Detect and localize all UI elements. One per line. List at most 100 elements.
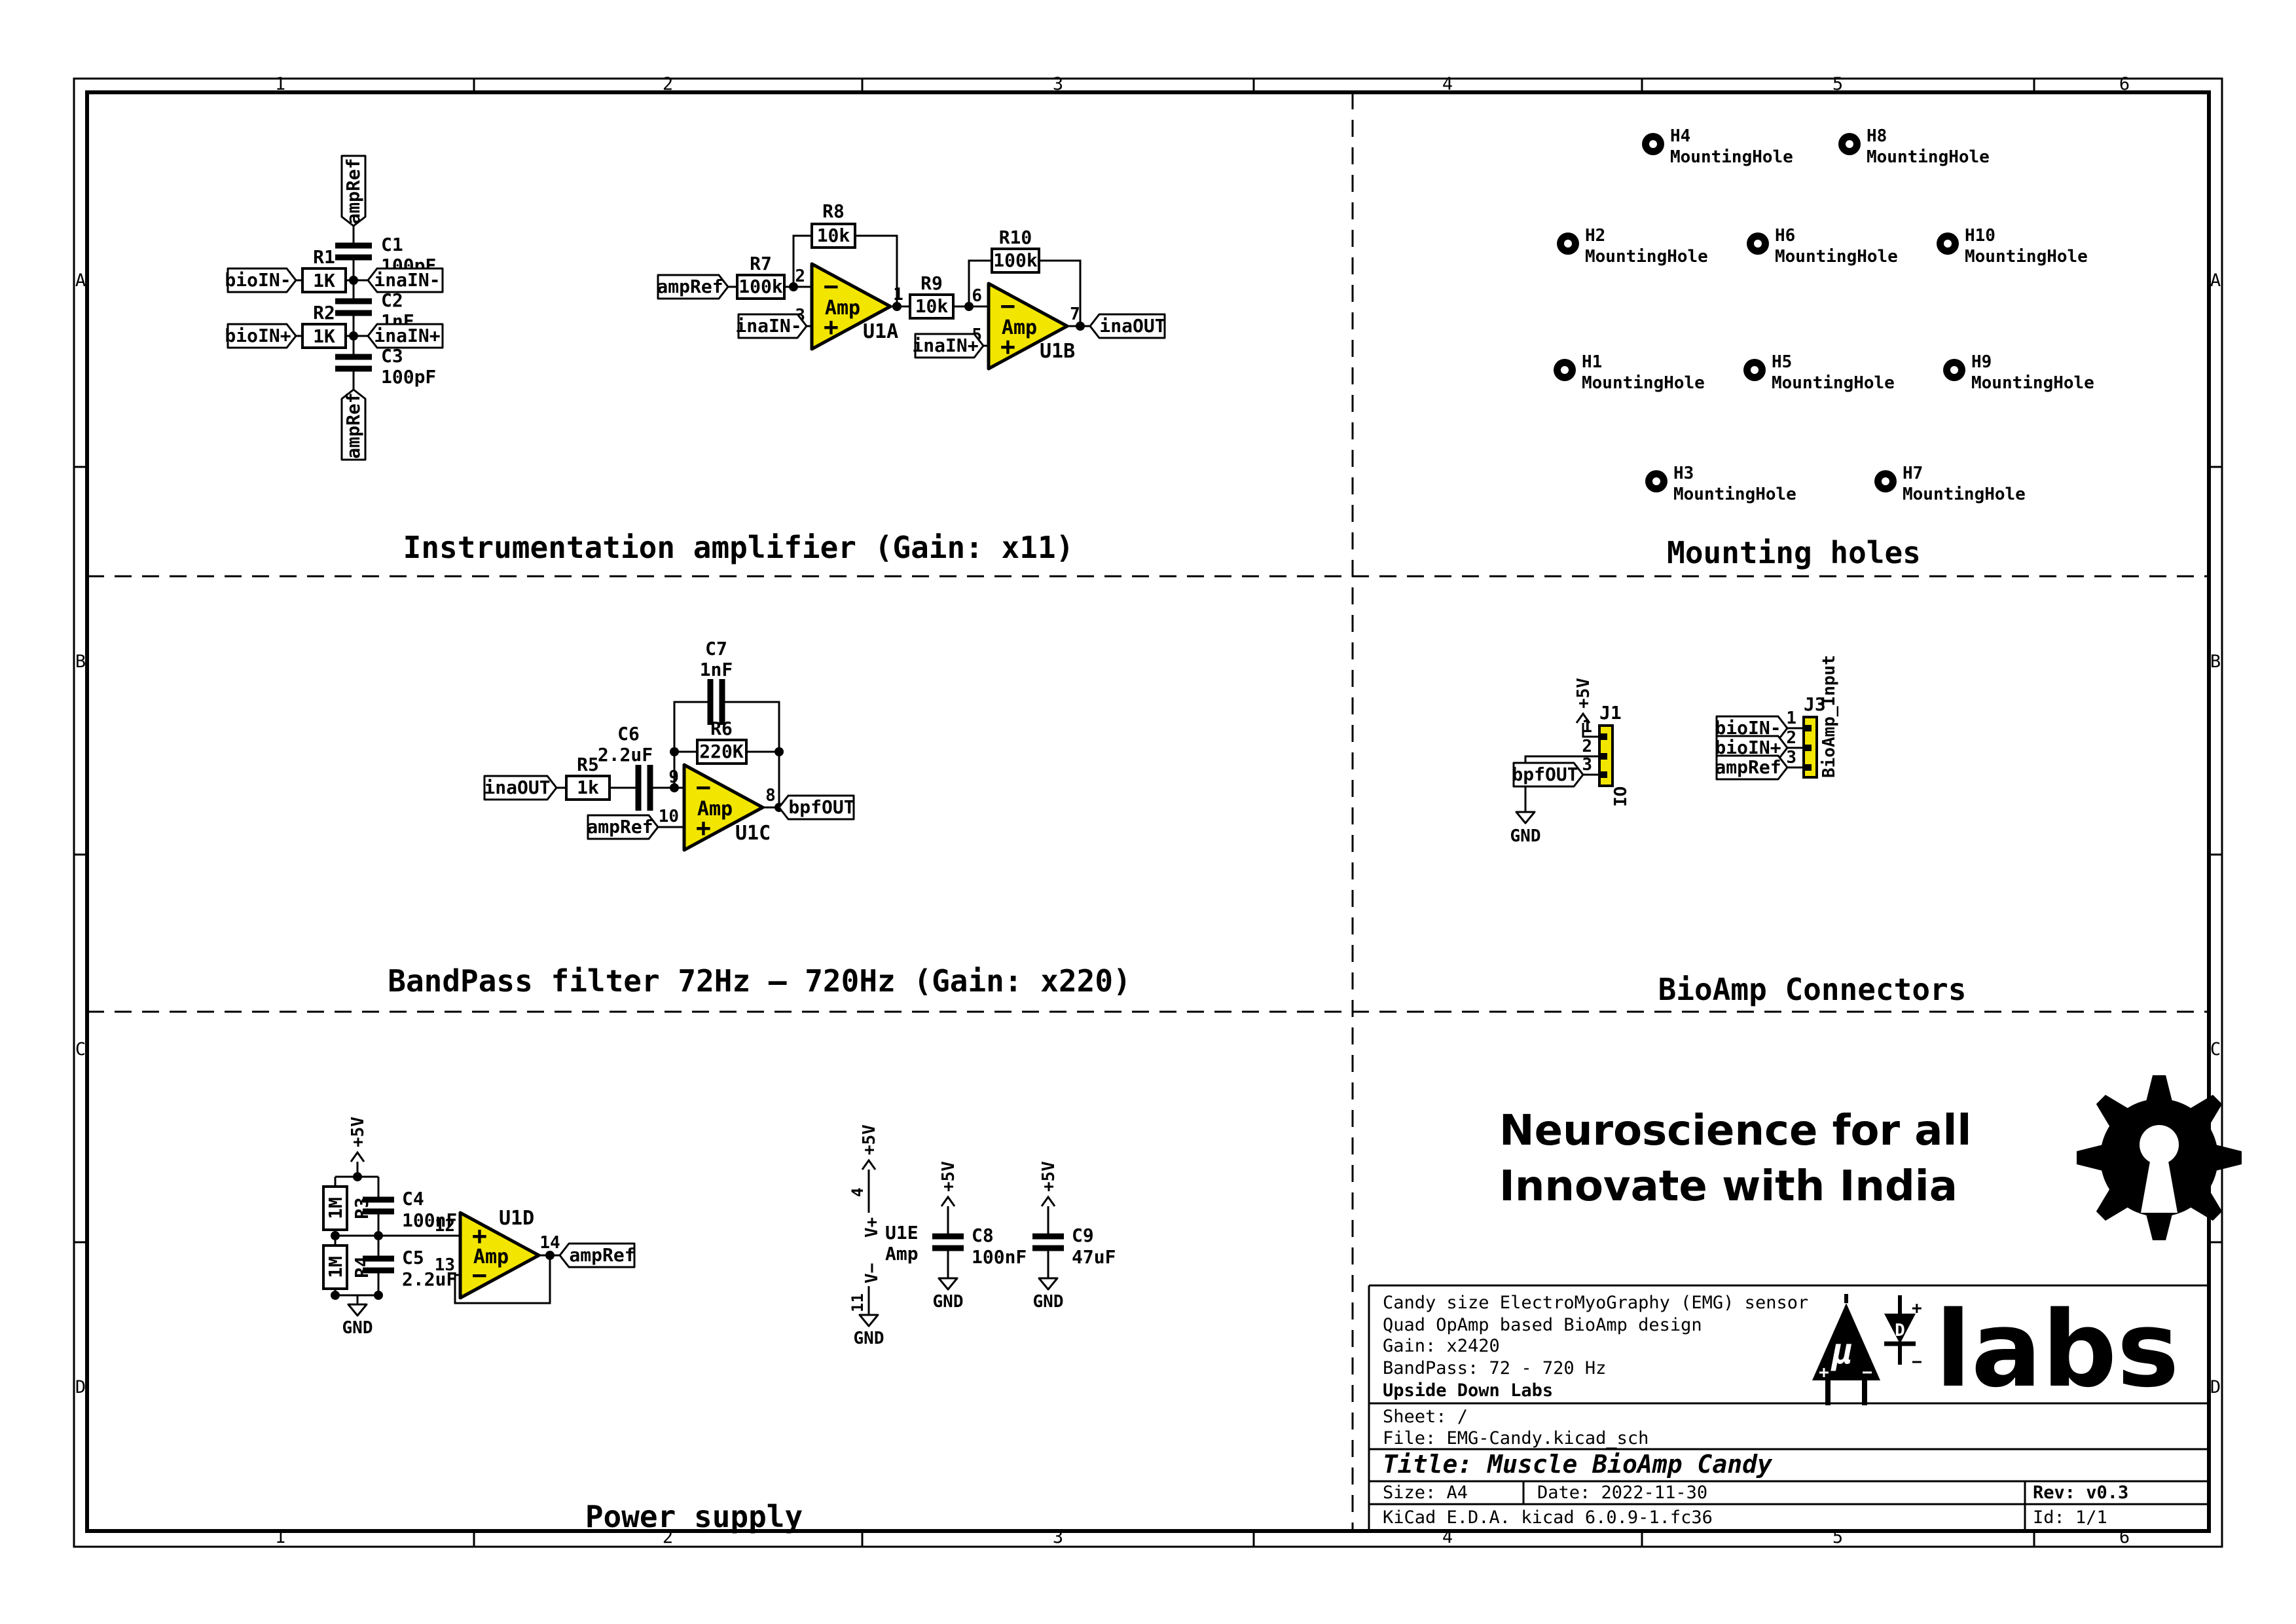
- logo-opamp-minus: −: [1862, 1363, 1872, 1382]
- ref-label: R7: [750, 253, 772, 274]
- net-label-ampref-bottom[interactable]: ampRef: [340, 388, 367, 461]
- noninverting-input-mark: +: [1000, 332, 1015, 361]
- net-label-ampref-j3[interactable]: ampRef: [1715, 754, 1789, 781]
- net-label-ampref-out[interactable]: ampRef: [558, 1242, 636, 1268]
- ref-label: H3: [1673, 464, 1694, 483]
- logo-opamp-legs: [1825, 1380, 1867, 1405]
- resistor-R2[interactable]: R2 1K: [301, 302, 347, 349]
- resistor-R4[interactable]: 1M R4: [322, 1244, 373, 1290]
- grid-row-label: C: [75, 1039, 86, 1060]
- connector-J1[interactable]: J1 1 2 3 IO: [1582, 702, 1631, 807]
- inverting-input-mark: −: [472, 1261, 487, 1289]
- opamp-U1D[interactable]: + − Amp U1D 12 13 14: [435, 1207, 560, 1300]
- net-label-ampref-top[interactable]: ampRef: [340, 155, 367, 227]
- resistor-R7[interactable]: R7 100k: [736, 253, 786, 300]
- label-outline: [340, 155, 367, 227]
- capacitor-C3[interactable]: C3 100pF: [335, 345, 436, 388]
- opamp-U1C[interactable]: − + Amp U1C 9 10 8: [659, 763, 776, 852]
- capacitor-plates: [932, 1233, 964, 1251]
- junction-dot: [374, 1291, 383, 1300]
- net-label-ampref-ina[interactable]: ampRef: [657, 274, 729, 300]
- file-field: File: EMG-Candy.kicad_sch: [1383, 1428, 1649, 1449]
- input-filter-network: ampRef C1 100pF R1 1K bioIN- inaIN- C2 1…: [225, 155, 444, 461]
- ref-label: C5: [402, 1247, 424, 1268]
- grid-col-label: 5: [1832, 74, 1843, 94]
- capacitor-C4[interactable]: C4 100nF: [363, 1188, 457, 1231]
- resistor-R9[interactable]: R9 10k: [909, 272, 955, 320]
- capacitor-C6[interactable]: C6 2.2uF: [598, 723, 653, 811]
- gnd-symbol-divider[interactable]: GND: [342, 1303, 373, 1338]
- capacitor-C8[interactable]: +5V C8 100nF GND: [932, 1161, 1027, 1312]
- hole-drill: [1652, 477, 1660, 485]
- mounting-hole-H6[interactable]: H6 MountingHole: [1747, 226, 1898, 267]
- pin-number: 10: [659, 807, 679, 826]
- mounting-hole-H2[interactable]: H2 MountingHole: [1557, 226, 1708, 267]
- resistor-R10[interactable]: R10 100k: [991, 227, 1040, 274]
- junction-dot: [353, 1172, 362, 1181]
- mounting-hole-H8[interactable]: H8 MountingHole: [1838, 126, 1990, 167]
- net-label-inaout-src[interactable]: inaOUT: [1089, 313, 1166, 339]
- junction-dot: [349, 276, 358, 285]
- value-label: 10k: [817, 225, 850, 246]
- mounting-hole-H5[interactable]: H5 MountingHole: [1743, 352, 1895, 393]
- opamp-U1E-power-unit[interactable]: +5V 4 V+ U1E Amp V− 11 GND: [848, 1124, 919, 1348]
- ref-label: U1E: [885, 1222, 919, 1244]
- ref-label: R9: [920, 272, 943, 294]
- pin-number: 3: [1786, 748, 1796, 767]
- section-title-power: Power supply: [585, 1499, 803, 1534]
- gnd-label: GND: [854, 1329, 884, 1348]
- power-label: +5V: [348, 1116, 368, 1147]
- title-block: Candy size ElectroMyoGraphy (EMG) sensor…: [1368, 1284, 2209, 1531]
- mounting-hole-H3[interactable]: H3 MountingHole: [1645, 464, 1796, 504]
- mounting-hole-H9[interactable]: H9 MountingHole: [1943, 352, 2094, 393]
- power-flag-5v-j1[interactable]: +5V: [1574, 678, 1594, 724]
- resistor-R5[interactable]: R5 1k: [565, 754, 611, 801]
- value-label: MountingHole: [1903, 485, 2026, 504]
- mounting-hole-H10[interactable]: H10 MountingHole: [1937, 226, 2088, 267]
- pin-name-vminus: V−: [862, 1263, 882, 1283]
- resistor-R3[interactable]: 1M R3: [322, 1185, 373, 1231]
- net-label-inain-plus[interactable]: inaIN+: [367, 323, 444, 349]
- capacitor-C9[interactable]: +5V C9 47uF GND: [1032, 1161, 1116, 1312]
- ref-label: H6: [1775, 226, 1795, 246]
- grid-col-label: 2: [663, 74, 673, 94]
- resistor-R8[interactable]: R8 10k: [811, 200, 856, 249]
- net-label-bioin-minus[interactable]: bioIN-: [225, 267, 297, 293]
- hole-drill: [1649, 140, 1657, 148]
- pin-number: 11: [848, 1293, 867, 1312]
- label-text: ampRef: [342, 158, 364, 224]
- net-label-inain-plus-dst[interactable]: inaIN+: [912, 333, 985, 359]
- mounting-hole-H4[interactable]: H4 MountingHole: [1642, 126, 1793, 167]
- label-text: ampRef: [657, 276, 723, 297]
- mounting-hole-H1[interactable]: H1 MountingHole: [1554, 352, 1705, 393]
- ref-label: H8: [1867, 126, 1887, 146]
- wire[interactable]: [1524, 723, 1804, 812]
- junction-dot: [331, 1231, 340, 1240]
- power-flag-5v-divider[interactable]: +5V: [348, 1116, 368, 1162]
- net-label-inaout-dst[interactable]: inaOUT: [483, 775, 558, 801]
- opamp-U1A[interactable]: − + Amp U1A 2 3 1: [795, 262, 903, 351]
- net-label-ampref-bpf[interactable]: ampRef: [587, 814, 659, 840]
- resistor-R6[interactable]: R6 220K: [696, 718, 748, 765]
- label-outline: [914, 333, 985, 359]
- mounting-hole-H7[interactable]: H7 MountingHole: [1874, 464, 2026, 504]
- net-label-bioin-plus[interactable]: bioIN+: [225, 323, 297, 349]
- connector-J3[interactable]: J3 1 2 3 BioAmp_Input: [1786, 655, 1839, 779]
- id-field: Id: 1/1: [2033, 1507, 2107, 1528]
- logo-diode-plus: +: [1912, 1299, 1922, 1318]
- capacitor-C5[interactable]: C5 2.2uF: [363, 1247, 457, 1290]
- gnd-symbol-j1[interactable]: GND: [1510, 811, 1541, 846]
- net-label-bpfout-src[interactable]: bpfOUT: [778, 794, 855, 821]
- net-label-inain-minus[interactable]: inaIN-: [367, 267, 444, 293]
- net-label-bpfout-dst[interactable]: bpfOUT: [1512, 762, 1584, 788]
- value-label: Amp: [885, 1243, 919, 1264]
- opamp-U1B[interactable]: − + Amp U1B 6 5 7: [972, 282, 1080, 371]
- resistor-body: [811, 223, 856, 249]
- hole-drill: [1950, 366, 1958, 374]
- resistor-R1[interactable]: R1 1K: [301, 246, 347, 293]
- grid-row-label: A: [2210, 270, 2221, 291]
- capacitor-C7[interactable]: C7 1nF: [700, 638, 733, 725]
- net-label-inain-minus-dst[interactable]: inaIN-: [735, 313, 808, 339]
- power-label: +5V: [939, 1161, 958, 1192]
